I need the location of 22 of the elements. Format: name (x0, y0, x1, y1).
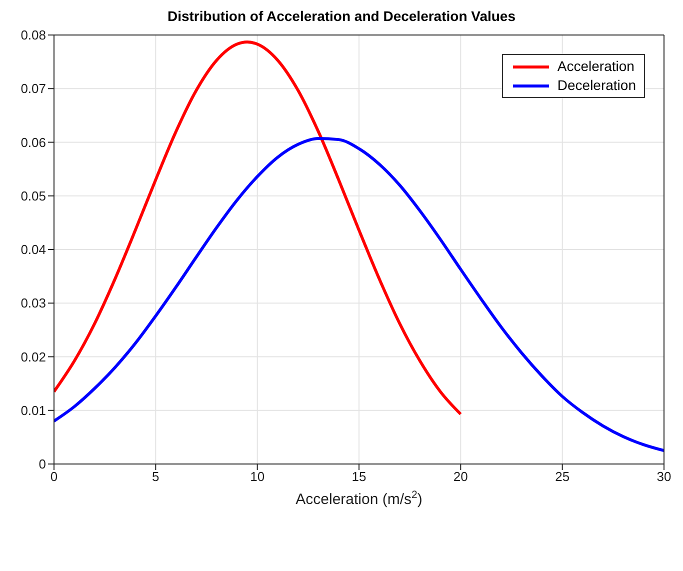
y-tick-label: 0 (38, 456, 46, 472)
y-tick-label: 0.07 (20, 81, 46, 96)
x-tick-label: 15 (352, 469, 366, 484)
line-series (54, 136, 664, 452)
legend-label: Deceleration (557, 76, 636, 95)
y-tick-label: 0.03 (20, 296, 46, 311)
line-series (54, 40, 462, 416)
y-tick-label: 0.05 (20, 188, 46, 204)
legend-label: Acceleration (557, 57, 634, 76)
x-tick-label: 5 (152, 469, 160, 484)
x-tick-label: 25 (555, 469, 570, 484)
x-tick-label: 10 (250, 469, 265, 484)
y-tick-label: 0.02 (20, 349, 46, 364)
y-tick-label: 0.04 (20, 242, 46, 258)
x-tick-label: 0 (50, 469, 58, 484)
x-tick-label: 20 (453, 469, 468, 484)
chart-title: Distribution of Acceleration and Deceleration Values (166, 8, 516, 24)
y-tick-label: 0.06 (20, 134, 46, 150)
y-tick-label: 0.01 (20, 402, 46, 418)
y-tick-label: 0.08 (20, 28, 46, 43)
x-axis-title: Acceleration (m/s$^{2}$) (296, 489, 422, 508)
x-tick-label: 30 (656, 469, 672, 484)
